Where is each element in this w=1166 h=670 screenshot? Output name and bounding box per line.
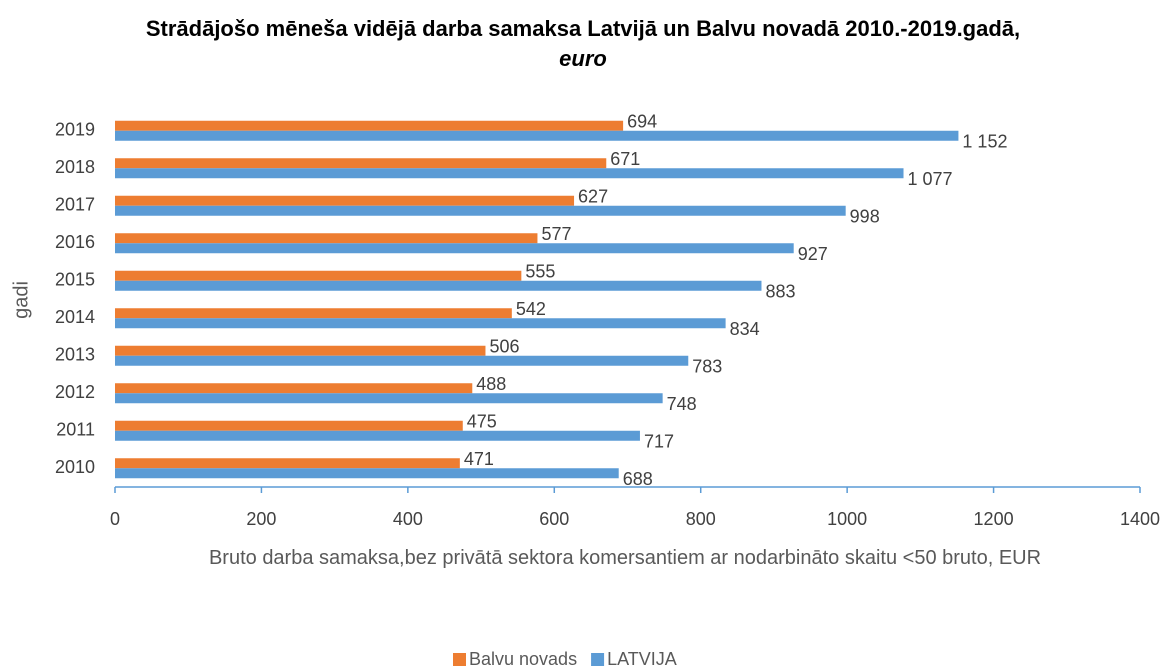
y-tick-label: 2012	[55, 382, 95, 402]
bar	[115, 318, 726, 329]
data-label: 671	[610, 149, 640, 169]
legend-swatch	[591, 653, 605, 666]
x-tick-label: 1200	[974, 509, 1014, 529]
bar	[115, 120, 624, 131]
legend-label: LATVIJA	[607, 649, 677, 669]
bar	[115, 420, 463, 431]
bar	[115, 355, 689, 366]
bar	[115, 280, 762, 291]
bar	[115, 195, 575, 206]
x-tick-label: 800	[686, 509, 716, 529]
bar	[115, 168, 904, 179]
data-label: 555	[525, 262, 555, 282]
data-label: 883	[765, 282, 795, 302]
y-tick-label: 2014	[55, 307, 95, 327]
bar	[115, 458, 460, 469]
data-label: 475	[467, 412, 497, 432]
data-label: 927	[798, 244, 828, 264]
y-tick-label: 2013	[55, 345, 95, 365]
data-label: 783	[692, 357, 722, 377]
title-unit: euro	[559, 46, 607, 71]
y-tick-label: 2016	[55, 232, 95, 252]
legend-swatch	[453, 653, 466, 666]
chart-title: Strādājošo mēneša vidējā darba samaksa L…	[133, 14, 1033, 74]
bar	[115, 430, 640, 441]
bar	[115, 205, 846, 216]
data-label: 717	[644, 432, 674, 452]
title-text: Strādājošo mēneša vidējā darba samaksa L…	[145, 16, 1021, 41]
data-label: 834	[730, 319, 760, 339]
data-label: 488	[476, 374, 506, 394]
data-label: 506	[489, 337, 519, 357]
data-label: 542	[516, 299, 546, 319]
data-label: 627	[578, 187, 608, 207]
data-label: 577	[541, 224, 571, 244]
x-axis-label: Bruto darba samaksa,bez privātā sektora …	[208, 547, 1042, 569]
bar	[115, 130, 959, 141]
bar	[115, 393, 663, 404]
bar	[115, 308, 512, 319]
data-label: 471	[464, 449, 494, 469]
y-tick-label: 2018	[55, 157, 95, 177]
y-axis-label: gadi	[10, 281, 32, 319]
bar	[115, 158, 607, 169]
y-tick-label: 2015	[55, 270, 95, 290]
data-label: 688	[623, 469, 653, 489]
y-tick-label: 2010	[55, 457, 95, 477]
y-tick-label: 2011	[56, 420, 95, 440]
x-tick-label: 0	[110, 509, 120, 529]
x-tick-label: 200	[246, 509, 276, 529]
bar	[115, 270, 522, 281]
bar	[115, 233, 538, 244]
x-tick-label: 1000	[827, 509, 867, 529]
bar	[115, 243, 794, 254]
bar	[115, 468, 619, 479]
data-label: 998	[850, 207, 880, 227]
data-label: 694	[627, 112, 657, 132]
x-tick-label: 1400	[1120, 509, 1160, 529]
bar	[115, 383, 473, 394]
y-tick-label: 2019	[55, 120, 95, 140]
legend-label: Balvu novads	[469, 649, 577, 669]
x-tick-label: 600	[539, 509, 569, 529]
bar	[115, 345, 486, 356]
y-tick-label: 2017	[55, 195, 95, 215]
data-label: 748	[667, 394, 697, 414]
data-label: 1 077	[908, 169, 953, 189]
data-label: 1 152	[962, 132, 1007, 152]
x-tick-label: 400	[393, 509, 423, 529]
